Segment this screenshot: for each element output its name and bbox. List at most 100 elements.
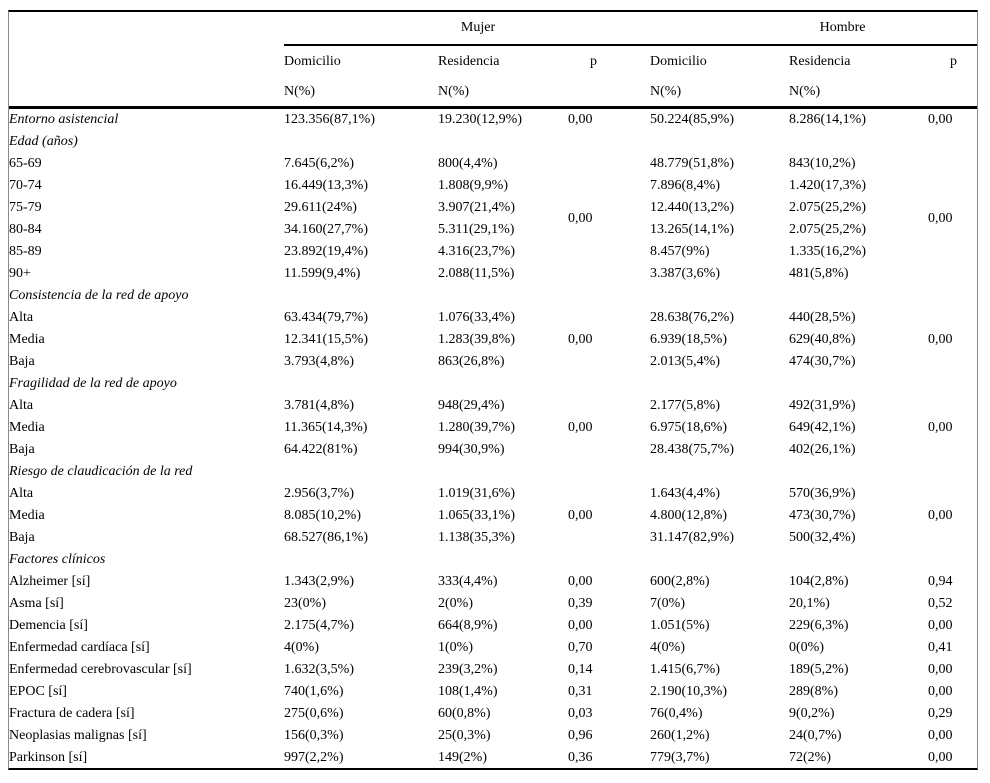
value-cell [928, 131, 977, 153]
value-cell: 260(1,2%) [650, 728, 710, 743]
row-label: 70-74 [9, 178, 42, 193]
value-cell: 28.638(76,2%) [650, 310, 735, 325]
table-header: Mujer Hombre Domicilio N(%) Residencia N(%) p D… [9, 12, 978, 109]
value-cell: 1.420(17,3%) [789, 178, 867, 193]
column-header-label: Domicilio [284, 54, 341, 69]
value-cell: 275(0,6%) [284, 706, 344, 721]
value-cell: 72(2%) [789, 750, 832, 765]
table-row: Enfermedad cerebrovascular [sí] 1.632(3,5… [9, 659, 977, 681]
row-label: Enfermedad cardíaca [sí] [9, 640, 150, 655]
value-cell: 863(26,8%) [438, 354, 505, 369]
value-cell: 492(31,9%) [789, 398, 856, 413]
table-body: Entorno asistencial 123.356(87,1%) 19.230(… [9, 108, 977, 770]
value-cell [650, 131, 789, 153]
value-cell [650, 285, 789, 307]
value-cell: 156(0,3%) [284, 728, 344, 743]
value-cell: 31.147(82,9%) [650, 530, 735, 545]
value-cell: 1(0%) [438, 640, 473, 655]
p-value-cell: 0,00 [928, 750, 953, 765]
table-row: Edad (años) [9, 131, 977, 153]
value-cell: 50.224(85,9%) [650, 112, 735, 127]
value-cell: 16.449(13,3%) [284, 178, 368, 193]
value-cell: 6.939(18,5%) [650, 332, 728, 347]
p-value-cell: 0,00 [568, 332, 593, 347]
table-row: Factores clínicos [9, 549, 977, 571]
value-cell: 997(2,2%) [284, 750, 344, 765]
p-value-cell: 0,00 [928, 508, 953, 523]
column-header-label: Residencia [438, 54, 500, 69]
column-header-subline: N(%) [284, 84, 316, 99]
row-label-header-cell [9, 45, 284, 109]
value-cell: 3.387(3,6%) [650, 266, 721, 281]
p-value-cell: 0,00 [568, 618, 593, 633]
row-label: 65-69 [9, 156, 42, 171]
value-cell [438, 549, 568, 571]
value-cell: 1.343(2,9%) [284, 574, 354, 589]
table-row: Entorno asistencial 123.356(87,1%) 19.230(… [9, 108, 977, 132]
value-cell: 34.160(27,7%) [284, 222, 368, 237]
value-cell: 474(30,7%) [789, 354, 856, 369]
value-cell [438, 131, 568, 153]
table-row: EPOC [sí] 740(1,6%) 108(1,4%) 0,31 2.190(10,… [9, 681, 977, 703]
group-label-mujer: Mujer [284, 12, 651, 46]
row-label: Entorno asistencial [9, 112, 119, 127]
p-value-cell: 0,31 [568, 684, 593, 699]
value-cell: 1.280(39,7%) [438, 420, 515, 435]
value-cell: 123.356(87,1%) [284, 112, 375, 127]
value-cell [438, 373, 568, 395]
value-cell [284, 549, 438, 571]
column-header-label: Domicilio [650, 54, 707, 69]
value-cell: 4.316(23,7%) [438, 244, 515, 259]
column-header-label: Residencia [789, 54, 851, 69]
table-row: Media 12.341(15,5%) 1.283(39,8%) 6.939(18,5… [9, 329, 977, 351]
value-cell: 7.645(6,2%) [284, 156, 354, 171]
table-row: Baja 3.793(4,8%) 863(26,8%) 2.013(5,4%) 474(… [9, 351, 977, 373]
row-label: Factores clínicos [9, 552, 106, 567]
value-cell [789, 131, 928, 153]
table-row: Fractura de cadera [sí] 275(0,6%) 60(0,8%)… [9, 703, 977, 725]
value-cell: 3.781(4,8%) [284, 398, 354, 413]
table-row: Baja 68.527(86,1%) 1.138(35,3%) 31.147(82,9… [9, 527, 977, 549]
table-row: 80-84 34.160(27,7%) 5.311(29,1%) 13.265(14,… [9, 219, 977, 241]
value-cell: 0(0%) [789, 640, 825, 655]
value-cell: 948(29,4%) [438, 398, 505, 413]
value-cell: 1.632(3,5%) [284, 662, 354, 677]
value-cell: 60(0,8%) [438, 706, 491, 721]
p-value-cell: 0,00 [928, 420, 953, 435]
value-cell: 12.341(15,5%) [284, 332, 368, 347]
value-cell [650, 373, 789, 395]
p-value-cell: 0,00 [568, 420, 593, 435]
row-label: Fragilidad de la red de apoyo [9, 376, 177, 391]
table-row: Alta 63.434(79,7%) 1.076(33,4%) 0,00 28.638(… [9, 307, 977, 347]
value-cell: 4.800(12,8%) [650, 508, 728, 523]
p-value-cell: 0,00 [928, 662, 953, 677]
value-cell: 440(28,5%) [789, 310, 856, 325]
value-cell: 104(2,8%) [789, 574, 849, 589]
row-label: Media [9, 508, 45, 523]
p-value-cell: 0,00 [568, 574, 593, 589]
value-cell: 2.075(25,2%) [789, 222, 867, 237]
value-cell: 2.175(4,7%) [284, 618, 354, 633]
p-value-cell: 0,70 [568, 640, 593, 655]
value-cell: 63.434(79,7%) [284, 310, 368, 325]
table-row: Riesgo de claudicación de la red [9, 461, 977, 483]
value-cell: 3.793(4,8%) [284, 354, 354, 369]
value-cell: 8.286(14,1%) [789, 112, 867, 127]
row-label: Consistencia de la red de apoyo [9, 288, 189, 303]
table-row: Enfermedad cardíaca [sí] 4(0%) 1(0%) 0,70 4(… [9, 637, 977, 659]
row-label: Fractura de cadera [sí] [9, 706, 135, 721]
value-cell: 2.956(3,7%) [284, 486, 354, 501]
value-cell: 1.335(16,2%) [789, 244, 867, 259]
table-row: Baja 64.422(81%) 994(30,9%) 28.438(75,7%) 40… [9, 439, 977, 461]
group-header-row: Mujer Hombre [9, 12, 978, 46]
column-header-label: p [590, 54, 597, 69]
value-cell: 402(26,1%) [789, 442, 856, 457]
value-cell: 11.365(14,3%) [284, 420, 368, 435]
value-cell: 779(3,7%) [650, 750, 710, 765]
p-value-cell: 0,29 [928, 706, 953, 721]
value-cell [284, 461, 438, 483]
value-cell: 189(5,2%) [789, 662, 849, 677]
value-cell: 800(4,4%) [438, 156, 498, 171]
value-cell: 1.065(33,1%) [438, 508, 515, 523]
